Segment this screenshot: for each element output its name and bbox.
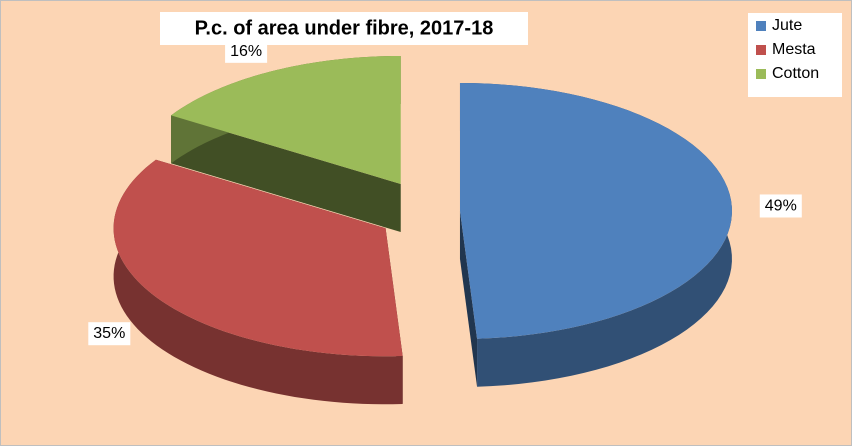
legend-swatch (756, 45, 766, 55)
legend-label: Mesta (772, 41, 816, 58)
legend-label: Jute (772, 17, 802, 34)
legend-label: Cotton (772, 65, 819, 82)
pie (113, 55, 732, 405)
slice (171, 55, 401, 184)
data-label: 35% (93, 325, 125, 342)
slice (459, 82, 732, 339)
slice (113, 159, 403, 357)
slice-side (459, 210, 478, 387)
data-label: 49% (765, 197, 797, 214)
data-label-box (759, 194, 802, 218)
legend-swatch (756, 69, 766, 79)
legend: Jute Mesta Cotton (748, 13, 842, 97)
chart-title: P.c. of area under fibre, 2017-18 (195, 17, 494, 39)
legend-swatch (756, 21, 766, 31)
data-label: 16% (230, 43, 262, 60)
data-label-box (88, 322, 131, 346)
title-box (160, 12, 528, 45)
data-label-box (225, 39, 268, 63)
slice-side (171, 115, 401, 232)
slice-wall (113, 159, 403, 405)
